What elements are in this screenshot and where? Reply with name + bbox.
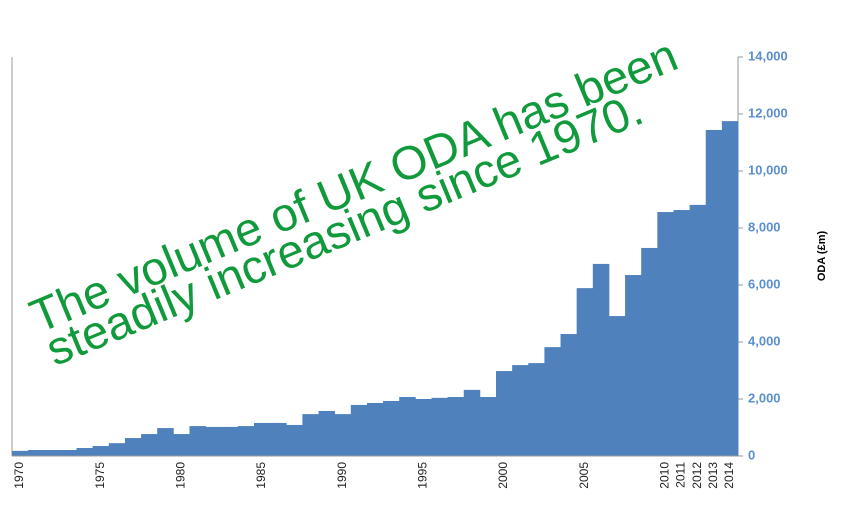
bar (689, 204, 707, 456)
bar (334, 414, 352, 456)
y-tick-label: 10,000 (748, 162, 788, 177)
bar (92, 446, 110, 456)
bar (237, 426, 255, 456)
bar (399, 397, 416, 456)
x-tick-label: 2013 (706, 462, 720, 489)
bar (44, 450, 61, 456)
bar (205, 426, 223, 456)
x-tick-label: 2011 (674, 462, 688, 488)
bar (544, 347, 561, 456)
bar (108, 443, 126, 456)
x-tick-label: 2000 (496, 462, 510, 489)
bar (512, 365, 529, 456)
x-tick-label: 1975 (93, 462, 107, 489)
bar (302, 414, 319, 456)
bar (496, 371, 513, 456)
bar (254, 422, 271, 456)
bar (560, 334, 578, 456)
y-tick-label: 6,000 (748, 276, 781, 291)
bar (173, 434, 190, 456)
bar (189, 426, 206, 456)
bar (28, 450, 45, 456)
bar (221, 426, 239, 456)
y-tick-label: 12,000 (748, 105, 788, 120)
bar (383, 400, 400, 456)
bar (657, 212, 674, 456)
bar (157, 428, 174, 456)
bar (479, 397, 497, 456)
bar (641, 247, 658, 456)
bar (705, 129, 723, 456)
annotation: steadily increasing since 1970. (38, 82, 650, 376)
x-tick-label: 1995 (416, 462, 430, 489)
bar (447, 397, 465, 456)
bar (12, 450, 29, 456)
bar (592, 263, 610, 456)
x-tick-label: 2005 (577, 462, 591, 489)
bar (318, 410, 336, 456)
bar (431, 397, 448, 456)
bar (415, 399, 432, 456)
x-tick-label: 2010 (658, 462, 672, 489)
x-tick-label: 1990 (335, 462, 349, 489)
y-tick-label: 2,000 (748, 390, 781, 405)
y-tick-label: 4,000 (748, 333, 781, 348)
y-tick-label: 8,000 (748, 219, 781, 234)
bar (463, 389, 481, 456)
bar (350, 404, 368, 456)
bar (60, 450, 77, 456)
x-tick-label: 2012 (690, 462, 704, 489)
bar (141, 434, 158, 456)
bar (124, 438, 142, 456)
x-tick-label: 2014 (722, 462, 736, 489)
x-tick-label: 1985 (254, 462, 268, 489)
bar (76, 448, 94, 456)
bar (286, 424, 303, 456)
bar (625, 275, 642, 456)
bar (608, 316, 626, 456)
bar (270, 422, 287, 456)
y-axis-label: ODA (£m) (816, 231, 828, 282)
x-tick-label: 1970 (12, 462, 26, 489)
bar (673, 210, 690, 456)
bar (528, 363, 545, 456)
bar (366, 402, 384, 456)
y-tick-label: 14,000 (748, 48, 788, 63)
bar (721, 121, 739, 456)
x-tick-label: 1980 (174, 462, 188, 489)
y-tick-label: 0 (748, 447, 755, 462)
bar (576, 288, 594, 456)
